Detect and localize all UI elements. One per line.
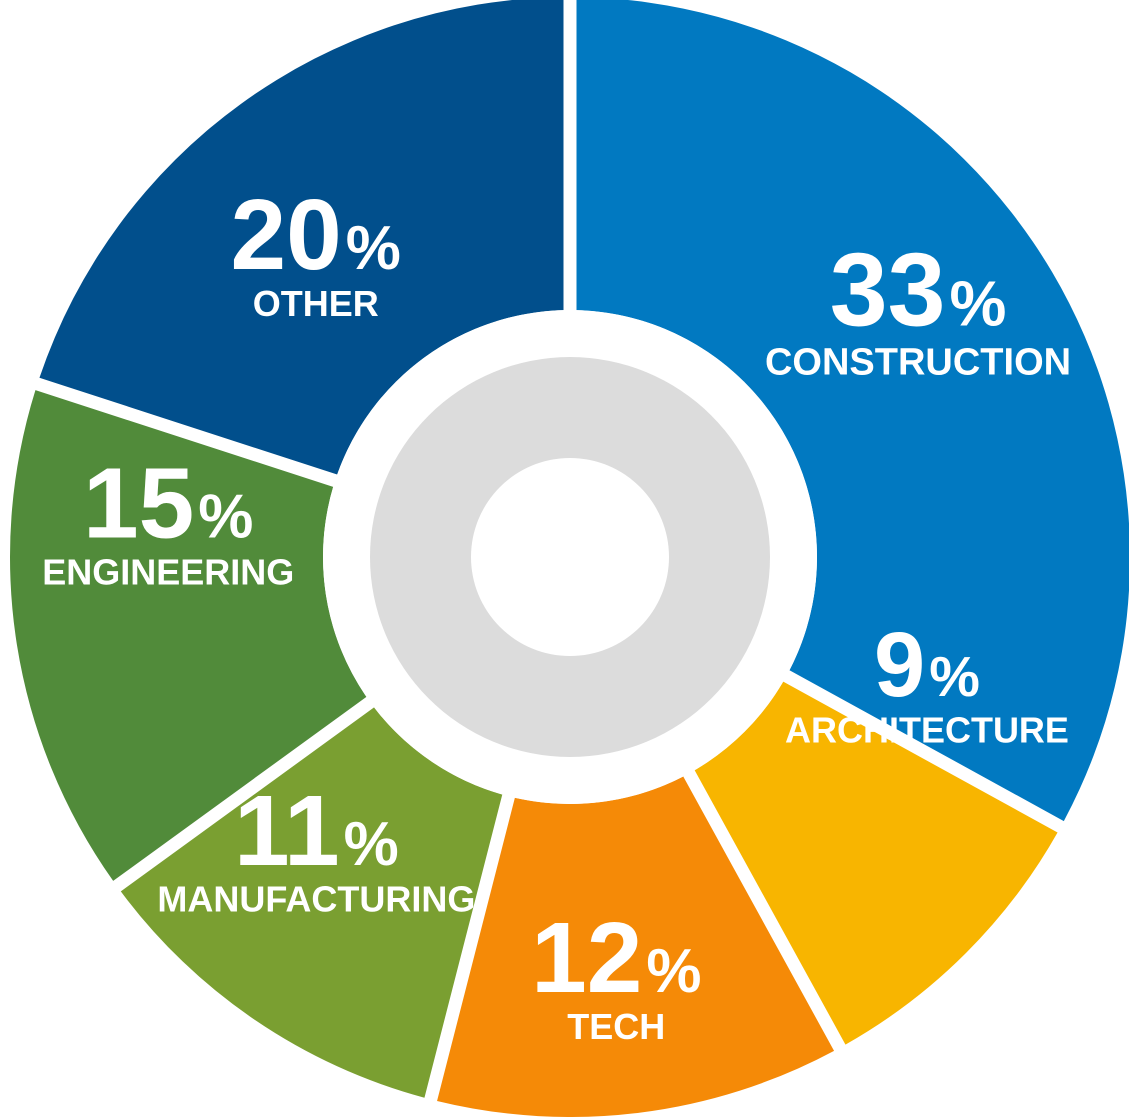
percent-label-engineering: 15% — [83, 448, 253, 560]
chart-labels: 33%CONSTRUCTION 9%ARCHITECTURE 12%TECH 11%M… — [42, 179, 1071, 1047]
percent-label-manufacturing: 11% — [234, 775, 399, 887]
slice-architecture — [694, 681, 1058, 1045]
category-label-other: OTHER — [253, 283, 379, 324]
percent-label-other: 20% — [231, 179, 401, 291]
slice-construction — [576, 0, 1129, 822]
category-label-architecture: ARCHITECTURE — [785, 710, 1069, 751]
category-label-manufacturing: MANUFACTURING — [157, 879, 475, 920]
slice-manufacturing — [120, 707, 503, 1098]
center-hole — [471, 458, 669, 656]
slice-engineering — [10, 390, 367, 881]
percent-label-tech: 12% — [531, 902, 701, 1014]
slice-tech — [437, 776, 835, 1117]
category-label-engineering: ENGINEERING — [42, 551, 294, 592]
category-label-tech: TECH — [567, 1006, 665, 1047]
chart-slices — [10, 0, 1129, 1117]
category-label-construction: CONSTRUCTION — [765, 342, 1071, 384]
percent-label-architecture: 9% — [874, 614, 980, 716]
percent-label-construction: 33% — [830, 232, 1007, 348]
slice-other — [39, 0, 564, 475]
